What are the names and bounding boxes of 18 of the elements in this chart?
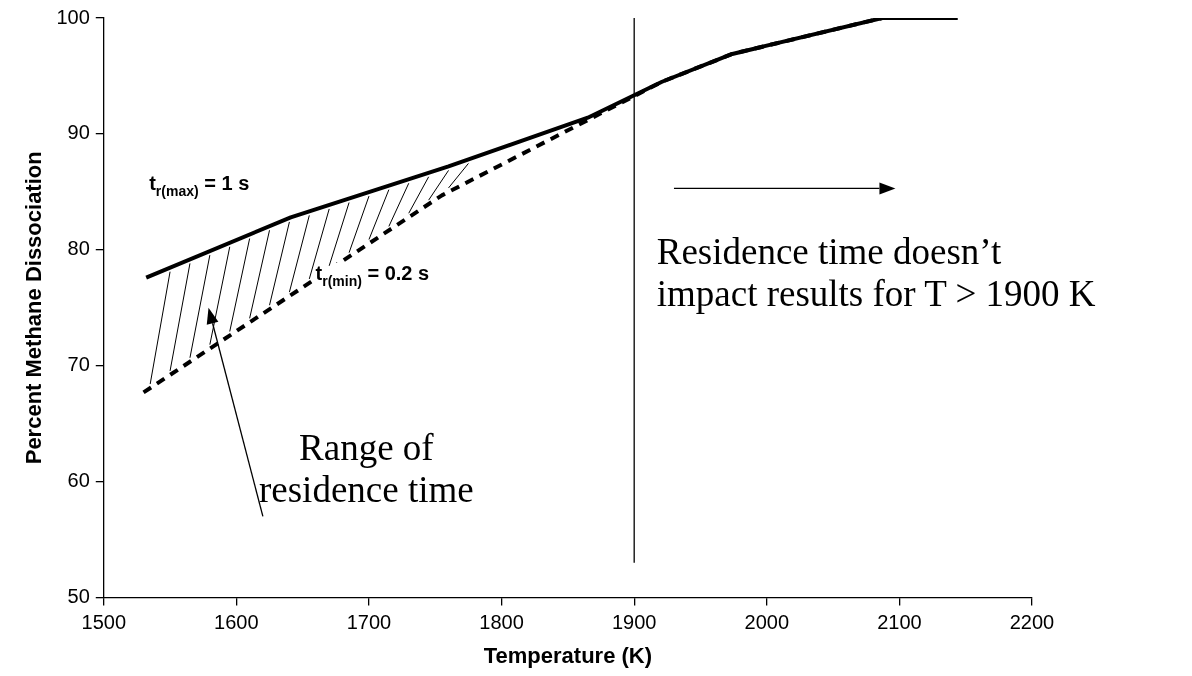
x-tick-label: 1700 xyxy=(346,611,392,634)
y-tick-label: 90 xyxy=(67,121,90,144)
x-axis-title: Temperature (K) xyxy=(483,642,653,668)
x-tick-label: 1600 xyxy=(214,611,259,634)
y-tick-label: 100 xyxy=(56,5,90,28)
x-tick-label: 2000 xyxy=(744,611,790,634)
x-tick-label: 1900 xyxy=(611,611,657,634)
y-axis-title: Percent Methane Dissociation xyxy=(21,151,47,465)
y-tick-label: 60 xyxy=(67,469,90,492)
x-tick-label: 1500 xyxy=(81,611,127,634)
x-tick-label: 2200 xyxy=(1009,611,1055,634)
y-tick-label: 50 xyxy=(67,585,90,608)
x-tick-label: 1800 xyxy=(479,611,524,634)
annotation: Range of residence time xyxy=(258,426,474,510)
x-tick-label: 2100 xyxy=(877,611,922,634)
y-tick-label: 80 xyxy=(67,237,90,260)
annotation: Residence time doesn’t impact results for T > 1900 K xyxy=(656,230,1096,314)
y-tick-label: 70 xyxy=(67,353,90,376)
